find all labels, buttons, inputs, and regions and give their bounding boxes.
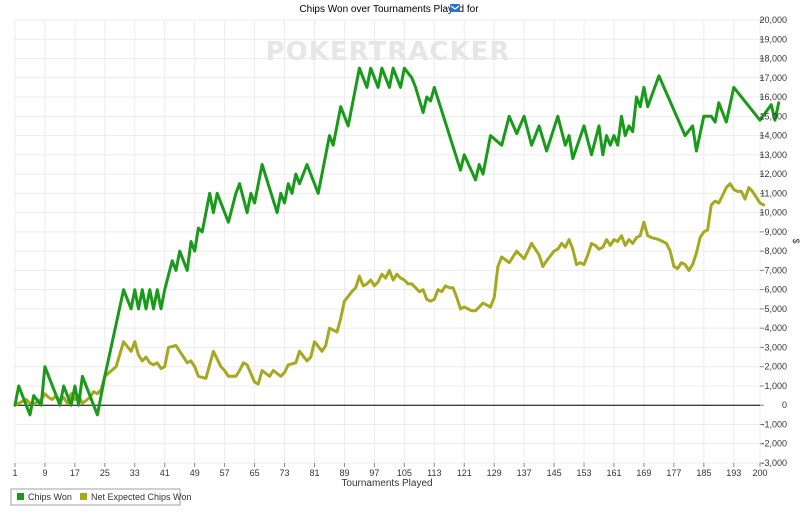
legend-item-net-expected[interactable]: Net Expected Chips Won (80, 492, 191, 502)
x-tick-label: 57 (220, 468, 230, 478)
x-tick-label: 200 (752, 468, 767, 478)
legend: Chips Won Net Expected Chips Won (10, 488, 191, 506)
y-tick-label: 8,000 (764, 246, 787, 256)
x-tick-label: 41 (160, 468, 170, 478)
y-tick-label: 4,000 (764, 323, 787, 333)
x-axis-ticks: 1 9 17 25 33 41 49 57 65 73 81 89 97 105 113 121 129 137 1… (12, 463, 768, 478)
x-tick-label: 1 (12, 468, 17, 478)
x-tick-label: 17 (70, 468, 80, 478)
y-tick-label: -3,000 (761, 458, 787, 468)
y-tick-label: -1,000 (761, 419, 787, 429)
y-tick-label: 16,000 (759, 92, 787, 102)
legend-label-chips-won: Chips Won (28, 492, 72, 502)
y-tick-label: 18,000 (759, 54, 787, 64)
x-tick-label: 153 (577, 468, 592, 478)
y-tick-label: 17,000 (759, 73, 787, 83)
x-tick-label: 137 (517, 468, 532, 478)
series-line-net-expected (13, 182, 766, 407)
series-lines (13, 66, 781, 417)
y-tick-label: 0 (782, 400, 787, 410)
y-tick-label: 10,000 (759, 208, 787, 218)
y-tick-label: 2,000 (764, 362, 787, 372)
x-tick-label: 105 (397, 468, 412, 478)
x-tick-label: 9 (42, 468, 47, 478)
y-tick-label: 19,000 (759, 34, 787, 44)
y-unit-label: $ (791, 238, 800, 243)
x-tick-label: 185 (696, 468, 711, 478)
x-tick-label: 121 (457, 468, 472, 478)
x-tick-label: 25 (100, 468, 110, 478)
x-tick-label: 81 (309, 468, 319, 478)
watermark-logo: POKERTRACKER (266, 37, 511, 67)
x-tick-label: 33 (130, 468, 140, 478)
grid-lines (14, 19, 761, 464)
chart-title: Chips Won over Tournaments Played for (299, 4, 479, 15)
x-tick-label: 161 (606, 468, 621, 478)
legend-item-chips-won[interactable]: Chips Won (17, 492, 72, 502)
x-tick-label: 97 (369, 468, 379, 478)
y-tick-label: 15,000 (759, 111, 787, 121)
series-line-chips-won (13, 66, 781, 417)
x-tick-label: 89 (339, 468, 349, 478)
y-tick-label: 5,000 (764, 304, 787, 314)
y-tick-label: 1,000 (764, 381, 787, 391)
x-tick-label: 169 (636, 468, 651, 478)
x-tick-label: 177 (666, 468, 681, 478)
legend-label-net-expected: Net Expected Chips Won (91, 492, 191, 502)
plot-area (14, 19, 761, 464)
y-tick-label: 7,000 (764, 265, 787, 275)
x-tick-label: 49 (190, 468, 200, 478)
x-axis-title: Tournaments Played (341, 478, 432, 489)
y-tick-label: 3,000 (764, 342, 787, 352)
x-tick-label: 129 (487, 468, 502, 478)
x-tick-label: 65 (250, 468, 260, 478)
y-tick-label: 12,000 (759, 169, 787, 179)
y-tick-label: 13,000 (759, 150, 787, 160)
x-tick-label: 145 (547, 468, 562, 478)
y-axis-ticks: 20,000 19,000 18,000 17,000 16,000 15,000 14,0… (759, 15, 787, 468)
y-tick-label: 11,000 (760, 188, 787, 198)
y-tick-label: 9,000 (764, 227, 787, 237)
legend-swatch-chips-won (17, 493, 24, 500)
y-tick-label: 20,000 (759, 15, 787, 25)
x-tick-label: 193 (726, 468, 741, 478)
flag-icon (450, 4, 460, 12)
y-tick-label: 6,000 (764, 285, 787, 295)
x-tick-label: 73 (280, 468, 290, 478)
legend-swatch-net-expected (80, 493, 87, 500)
x-tick-label: 113 (427, 468, 441, 478)
y-tick-label: -2,000 (761, 439, 787, 449)
y-tick-label: 14,000 (759, 131, 787, 141)
